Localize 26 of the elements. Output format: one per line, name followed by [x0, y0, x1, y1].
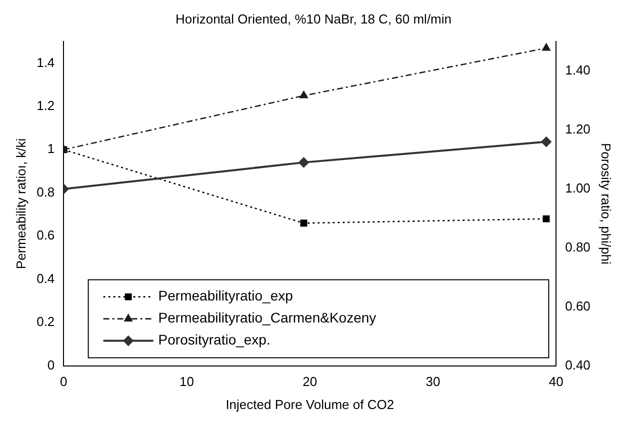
x-tick-label: 40: [548, 374, 564, 390]
x-axis-title: Injected Pore Volume of CO2: [226, 396, 394, 412]
y2-tick-label: 1.20: [565, 122, 590, 137]
y-tick-label: 1.4: [36, 54, 55, 70]
y-tick-label: 1.2: [36, 98, 55, 114]
x-tick-label: 20: [302, 374, 318, 390]
y-tick-label: 0.6: [36, 228, 55, 243]
x-tick-label: 10: [180, 374, 194, 390]
y-tick-label: 1: [47, 141, 55, 156]
y2-tick-label: 1.00: [565, 180, 590, 196]
y2-axis-title: Porosity ratio, phi/phi: [598, 142, 614, 264]
y-tick-label: 0.4: [36, 270, 55, 286]
y-tick-label: 0: [47, 357, 55, 372]
y-tick-label: 0.2: [36, 314, 55, 330]
legend-label: Permeabilityratio_Carmen&Kozeny: [158, 310, 376, 326]
chart-title: Horizontal Oriented, %10 NaBr, 18 C, 60 ml/min: [175, 11, 452, 26]
y-tick-label: 0.8: [36, 184, 55, 200]
legend-label: Porosityratio_exp.: [158, 332, 270, 348]
y-axis-title: Permeability ratioı, k/ki: [13, 138, 28, 270]
y2-tick-label: 1.40: [565, 62, 590, 78]
y2-tick-label: 0.60: [565, 298, 590, 314]
legend-label: Permeabilityratio_exp: [158, 288, 294, 304]
y2-tick-label: 0.80: [565, 239, 590, 254]
x-tick-label: 0: [60, 374, 68, 390]
y2-tick-label: 0.40: [565, 357, 590, 372]
x-tick-label: 30: [426, 374, 440, 390]
